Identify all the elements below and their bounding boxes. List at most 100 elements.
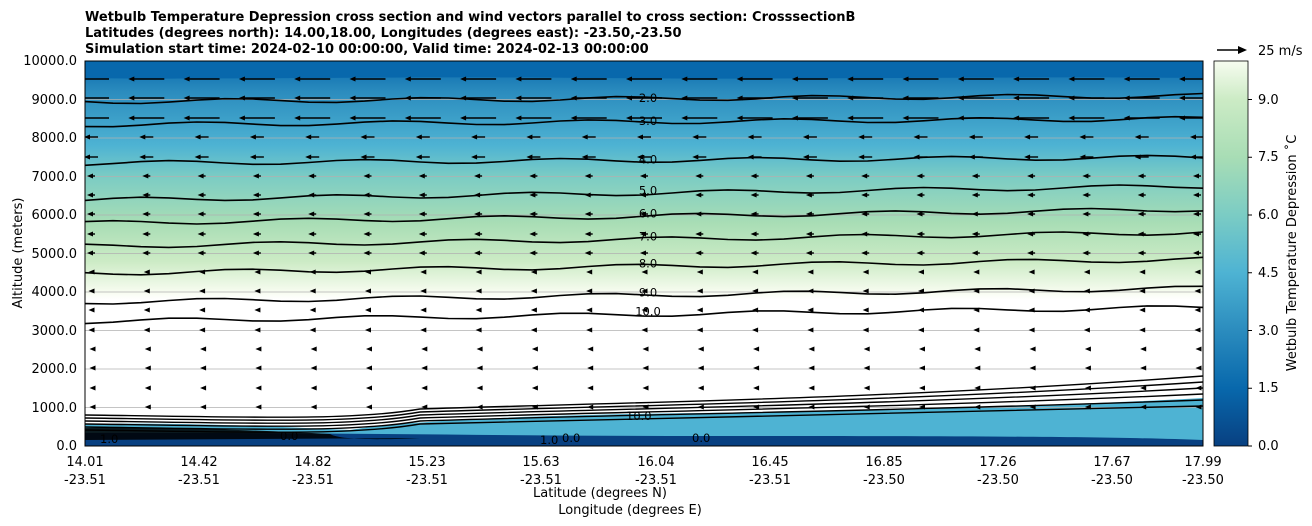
wind-vector: [974, 365, 981, 371]
colorbar-ticks: [1248, 99, 1252, 447]
wind-vector: [363, 173, 372, 179]
wind-vector: [143, 288, 150, 294]
wind-vector: [808, 365, 815, 371]
wind-vector: [363, 211, 372, 217]
wind-vector: [460, 95, 497, 101]
wind-vector: [1027, 192, 1036, 198]
wind-vector: [197, 250, 206, 256]
contour-label-3.0: 3.0: [639, 114, 657, 128]
wind-vector: [637, 134, 651, 140]
wind-vector: [1028, 269, 1035, 275]
wind-vector: [199, 269, 206, 275]
wind-vector: [529, 211, 538, 217]
wind-vector: [861, 192, 870, 198]
wind-vector: [183, 95, 220, 101]
x-tick-lat: 15.23: [408, 455, 445, 470]
wind-vector: [697, 385, 704, 391]
wind-vector: [294, 76, 331, 82]
wind-vector: [476, 385, 483, 391]
wind-vector: [252, 173, 261, 179]
wind-vector: [1195, 385, 1202, 391]
wind-vector: [1024, 154, 1039, 160]
wind-vector: [1139, 307, 1146, 313]
wind-vector: [1068, 76, 1105, 82]
wind-vector: [586, 307, 593, 313]
wind-vector: [916, 250, 925, 256]
wind-vector: [144, 346, 151, 352]
wind-vector: [308, 173, 317, 179]
wind-vector: [642, 385, 649, 391]
x-tick-lon: -23.50: [977, 473, 1019, 488]
wind-vector: [736, 95, 773, 101]
wind-vector: [641, 288, 648, 294]
wind-vector: [88, 307, 95, 313]
y-tick-label: 0.0: [56, 439, 77, 454]
wind-vector: [1193, 250, 1201, 256]
wind-vector: [918, 327, 924, 333]
wind-vector: [418, 211, 427, 217]
wind-vector: [587, 385, 594, 391]
wind-vector: [366, 404, 372, 410]
wind-vector: [1082, 250, 1091, 256]
wind-vector: [474, 231, 483, 237]
wind-vector: [529, 250, 538, 256]
wind-vector: [1013, 76, 1050, 82]
wind-vector: [847, 76, 884, 82]
wind-vector: [88, 327, 95, 333]
wind-vector: [529, 231, 538, 237]
wind-vector: [1083, 327, 1090, 333]
wind-vector: [418, 250, 427, 256]
wind-vector: [460, 76, 497, 82]
wind-vector: [254, 327, 261, 333]
wind-vector: [1134, 134, 1149, 140]
wind-vector: [736, 76, 773, 82]
wind-vector: [805, 192, 814, 198]
wind-vector: [974, 346, 981, 352]
wind-vector: [916, 231, 925, 237]
boundary-layer-contour: [85, 381, 1203, 421]
y-tick-label: 1000.0: [32, 401, 78, 416]
wind-vector: [861, 173, 870, 179]
wind-vector: [255, 365, 262, 371]
wind-vector: [415, 134, 430, 140]
wind-vector: [255, 385, 262, 391]
wind-vector: [460, 115, 497, 121]
low-level-label-1b: 1.0: [540, 433, 558, 447]
wind-vector: [916, 211, 925, 217]
colorbar-tick-label: 4.5: [1258, 266, 1279, 281]
wind-vector: [363, 250, 372, 256]
wind-vector: [1193, 211, 1201, 217]
wind-vector: [515, 95, 552, 101]
wind-vector: [197, 231, 206, 237]
wind-vector: [1195, 404, 1202, 410]
wind-vector: [128, 115, 165, 121]
wind-vector: [144, 365, 151, 371]
wind-vector: [695, 250, 704, 256]
wind-vector: [807, 269, 814, 275]
x-tick-lon: -23.50: [863, 473, 905, 488]
wind-vector: [681, 115, 718, 121]
x-tick-lat: 17.26: [979, 455, 1016, 470]
wind-vector: [254, 288, 261, 294]
y-tick-label: 5000.0: [32, 247, 78, 262]
wind-vector: [1027, 211, 1036, 217]
wind-vector: [415, 154, 430, 160]
wind-vector: [902, 115, 939, 121]
wind-vector: [88, 269, 95, 275]
plot-area: [85, 61, 1203, 446]
wind-vector: [1082, 231, 1091, 237]
wind-vector: [692, 134, 707, 140]
boundary-layer-contour: [85, 393, 1203, 427]
colorbar-tick-label: 3.0: [1258, 324, 1279, 339]
wind-vector: [753, 365, 760, 371]
wind-vector: [142, 250, 151, 256]
wind-vector: [973, 288, 980, 294]
wind-vector: [968, 154, 983, 160]
wind-vector: [255, 346, 262, 352]
wind-vector: [200, 385, 207, 391]
wind-vector: [305, 134, 320, 140]
wind-vector: [139, 154, 154, 160]
wind-vector: [1029, 365, 1036, 371]
wind-vector: [637, 154, 651, 160]
